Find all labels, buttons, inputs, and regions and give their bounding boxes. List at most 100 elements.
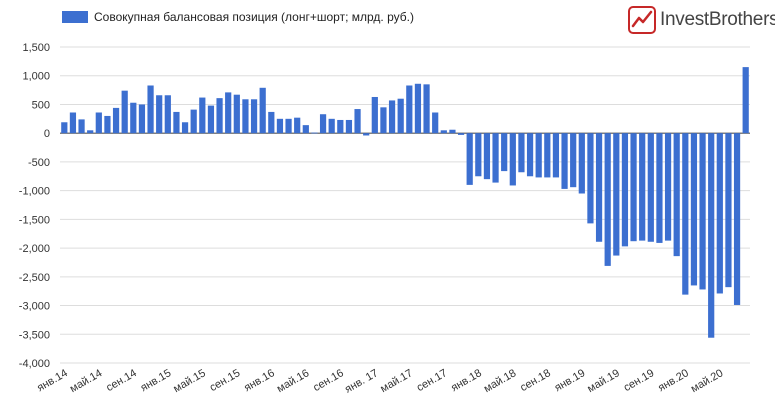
bar	[311, 132, 318, 134]
y-tick-label: 500	[32, 99, 50, 111]
y-tick-label: 1,000	[22, 71, 50, 83]
bar	[268, 111, 275, 134]
y-tick-label: -1,500	[19, 214, 50, 226]
bar	[250, 99, 258, 134]
brand-name: InvestBrothers	[660, 9, 775, 30]
bar	[587, 133, 594, 224]
bar	[423, 84, 430, 134]
bar	[699, 133, 706, 290]
y-tick-label: 1,500	[22, 42, 50, 54]
bar	[544, 133, 551, 178]
bar	[302, 125, 309, 134]
bar	[190, 109, 197, 134]
bar	[733, 133, 741, 305]
bar	[199, 97, 206, 134]
y-tick-label: -2,500	[19, 272, 50, 284]
bar	[501, 133, 508, 172]
bar	[716, 133, 723, 294]
bar	[570, 133, 577, 188]
bar	[207, 105, 215, 134]
legend-swatch	[62, 11, 88, 23]
y-tick-label: -4,000	[19, 358, 50, 370]
bar	[164, 95, 171, 134]
x-tick-label: сен.16	[311, 367, 346, 394]
bar	[492, 133, 499, 183]
bar	[130, 102, 137, 134]
x-tick-label: янв.18	[449, 367, 484, 394]
x-tick-label: сен.19	[622, 367, 657, 394]
bar	[328, 118, 335, 134]
bars	[61, 67, 749, 338]
bar	[509, 133, 516, 186]
x-tick-label: май.20	[689, 367, 725, 395]
bar	[138, 104, 146, 134]
bar	[432, 112, 439, 134]
bar	[319, 114, 327, 134]
bar	[173, 111, 180, 134]
bar	[526, 133, 534, 177]
bar	[397, 98, 404, 134]
bar	[233, 94, 240, 134]
x-tick-label: янв.16	[242, 367, 277, 394]
bar	[518, 133, 525, 173]
bar	[406, 85, 413, 134]
bar	[725, 133, 732, 288]
bar	[380, 107, 387, 134]
bar	[294, 117, 301, 134]
x-tick-label: май.17	[378, 367, 414, 395]
bar	[259, 87, 266, 134]
bar	[216, 98, 223, 134]
brand-logo: InvestBrothers	[628, 6, 775, 34]
brand-logo-icon	[628, 6, 656, 34]
bar	[121, 90, 128, 134]
bar	[457, 133, 465, 135]
x-tick-label: янв.20	[656, 367, 691, 394]
x-tick-label: янв. 17	[343, 367, 380, 396]
y-axis-ticks: 1,500 1,000 500 0 -500 -1,000 -1,500 -2,000 -2,5…	[19, 42, 50, 370]
bar	[388, 100, 396, 134]
legend: Совокупная балансовая позиция (лонг+шорт…	[62, 10, 414, 24]
bar	[656, 133, 663, 243]
bar	[708, 133, 715, 338]
bar	[242, 99, 249, 134]
gridlines	[60, 46, 750, 364]
bar	[647, 133, 654, 242]
bar	[225, 92, 232, 134]
x-tick-label: май.14	[68, 367, 104, 395]
legend-label: Совокупная балансовая позиция (лонг+шорт…	[94, 10, 414, 24]
bar	[449, 129, 456, 134]
y-tick-label: -3,000	[19, 301, 50, 313]
bar	[104, 115, 111, 134]
bar	[414, 83, 422, 134]
y-tick-label: -3,500	[19, 329, 50, 341]
bar	[337, 119, 344, 134]
bar	[682, 133, 689, 295]
bar	[742, 67, 749, 134]
bar	[440, 130, 447, 134]
x-tick-label: май.15	[171, 367, 207, 395]
x-tick-label: май.16	[275, 367, 311, 395]
x-tick-label: сен.18	[518, 367, 553, 394]
bar	[483, 133, 491, 180]
bar	[371, 96, 378, 134]
bar	[147, 85, 154, 134]
x-tick-label: май.18	[482, 367, 518, 395]
y-tick-label: -2,000	[19, 243, 50, 255]
x-tick-label: янв.15	[139, 367, 174, 394]
bar	[285, 118, 292, 134]
bar	[595, 133, 603, 242]
x-tick-label: янв.14	[35, 367, 70, 394]
bar	[69, 112, 77, 134]
x-tick-label: май.19	[585, 367, 621, 395]
bar	[639, 133, 646, 241]
bar	[156, 95, 163, 134]
bar	[535, 133, 542, 178]
x-tick-label: сен.15	[208, 367, 243, 394]
bar	[78, 119, 85, 134]
bar	[112, 107, 120, 134]
bar	[181, 122, 189, 134]
bar	[345, 119, 353, 134]
x-tick-label: сен.17	[415, 367, 450, 394]
